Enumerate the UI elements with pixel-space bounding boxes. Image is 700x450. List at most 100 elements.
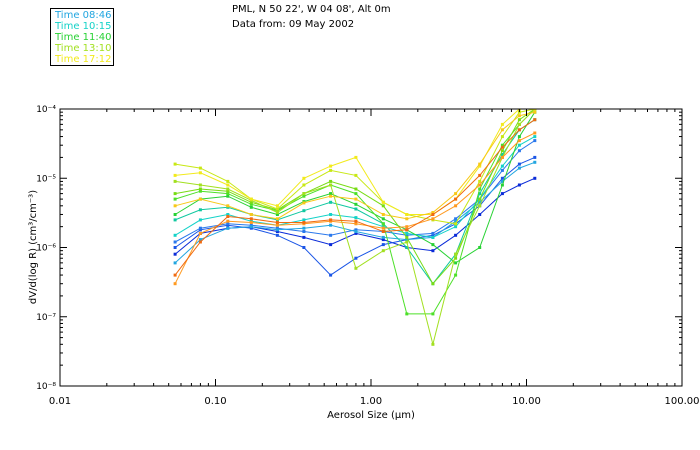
data-point: [226, 194, 230, 198]
data-point: [533, 110, 537, 114]
data-point: [381, 243, 385, 247]
data-point: [354, 256, 358, 260]
data-point: [302, 230, 306, 233]
series-line: [174, 111, 535, 220]
data-point: [226, 204, 230, 208]
data-point: [478, 213, 482, 216]
x-tick-label: 0.01: [49, 396, 71, 407]
data-point: [533, 118, 537, 122]
data-point: [454, 261, 458, 265]
data-point: [478, 164, 482, 168]
data-point: [249, 221, 253, 224]
legend-item: Time 13:10: [55, 43, 112, 54]
data-point: [533, 139, 537, 143]
x-axis-label: Aerosol Size (µm): [327, 410, 415, 421]
data-point: [478, 246, 482, 249]
data-point: [500, 143, 504, 147]
data-point: [478, 187, 482, 191]
axis-layer: 0.01 0.10 1.00 10.00 100.00 10⁻⁸ 10⁻⁷ 10⁻⁶ 10⁻⁵ 1…: [36, 105, 699, 407]
data-point: [381, 204, 385, 208]
series-line: [175, 109, 535, 215]
data-point: [405, 233, 409, 237]
series-3: [173, 160, 537, 265]
data-point: [275, 211, 279, 214]
data-point: [454, 256, 458, 260]
data-point: [454, 204, 458, 208]
data-point: [431, 235, 435, 239]
data-point: [329, 223, 333, 227]
data-point: [381, 213, 385, 216]
data-point: [381, 235, 385, 239]
data-point: [329, 243, 333, 247]
data-point: [454, 192, 458, 196]
data-point: [517, 110, 521, 114]
data-point: [226, 179, 230, 183]
data-point: [354, 207, 358, 211]
data-point: [173, 273, 177, 277]
data-point: [431, 213, 435, 216]
data-point: [381, 249, 385, 253]
series-line: [174, 111, 536, 264]
data-point: [173, 197, 177, 201]
data-point: [173, 192, 177, 196]
data-point: [517, 166, 521, 170]
data-point: [478, 204, 482, 208]
data-point: [198, 197, 202, 201]
location-header: PML, N 50 22', W 04 08', Alt 0m: [232, 4, 391, 15]
data-point: [431, 243, 435, 247]
series-11: [173, 109, 537, 216]
data-point: [381, 200, 385, 204]
y-tick-label: 10⁻⁷: [36, 313, 56, 323]
legend-item: Time 11:40: [55, 32, 112, 43]
data-point: [354, 187, 358, 191]
data-point: [275, 228, 279, 232]
data-point: [431, 342, 435, 346]
series-layer: [173, 109, 537, 346]
data-point: [454, 273, 458, 277]
data-point: [173, 261, 177, 265]
data-point: [354, 228, 358, 232]
data-point: [405, 231, 409, 235]
data-point: [329, 200, 333, 204]
data-point: [454, 222, 458, 226]
data-point: [226, 192, 230, 196]
data-point: [329, 183, 333, 187]
data-point: [302, 226, 306, 230]
data-point: [431, 312, 435, 316]
data-point: [249, 197, 253, 201]
data-point: [226, 187, 230, 191]
data-point: [500, 122, 504, 126]
data-point: [517, 162, 521, 166]
data-point: [381, 230, 385, 233]
x-tick-label: 0.10: [204, 396, 226, 407]
data-point: [454, 252, 458, 256]
data-point: [500, 128, 504, 132]
data-point: [517, 143, 521, 147]
data-point: [500, 149, 504, 153]
data-point: [329, 194, 333, 198]
data-point: [431, 233, 435, 237]
data-point: [198, 208, 202, 212]
data-point: [478, 192, 482, 196]
data-point: [405, 240, 409, 244]
data-point: [354, 192, 358, 196]
data-point: [275, 223, 279, 227]
data-point: [173, 213, 177, 216]
data-point: [275, 230, 279, 233]
data-point: [173, 173, 177, 177]
data-point: [533, 109, 537, 111]
data-point: [431, 211, 435, 214]
data-point: [198, 238, 202, 242]
data-point: [302, 246, 306, 249]
data-point: [454, 225, 458, 229]
data-point: [478, 197, 482, 201]
data-point: [405, 238, 409, 242]
data-point: [454, 217, 458, 221]
data-point: [198, 171, 202, 175]
data-point: [173, 162, 177, 166]
data-point: [226, 213, 230, 216]
data-point: [249, 213, 253, 216]
data-point: [173, 246, 177, 249]
data-point: [302, 201, 306, 205]
